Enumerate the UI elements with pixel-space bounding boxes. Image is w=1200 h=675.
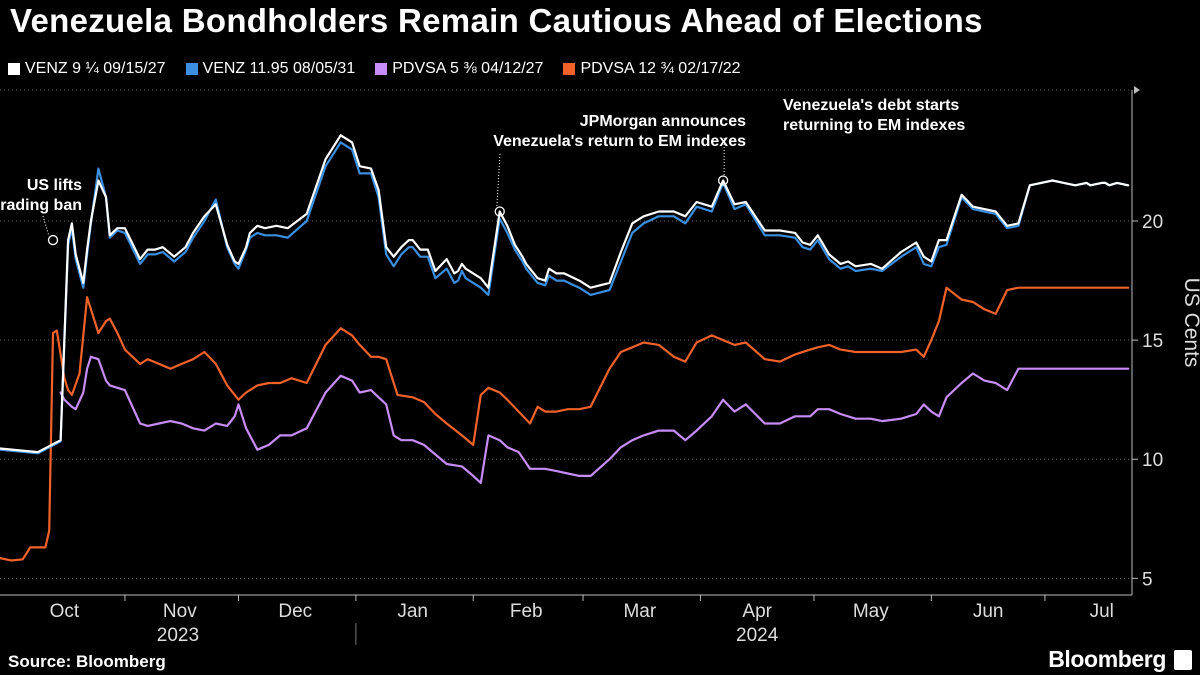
year-label: 2023 — [157, 625, 199, 646]
legend: VENZ 9 ¼ 09/15/27 VENZ 11.95 08/05/31 PD… — [8, 60, 741, 78]
x-tick-label: Nov — [163, 601, 197, 622]
x-tick-label: Mar — [623, 601, 656, 622]
x-tick-label: Feb — [510, 601, 543, 622]
y-tick-label: 15 — [1142, 331, 1163, 352]
series-line-1 — [0, 141, 1130, 455]
annotation-leader — [42, 215, 50, 237]
legend-swatch-pdvsa-2022 — [563, 63, 576, 75]
x-tick-label: Dec — [278, 601, 312, 622]
annotation-text: US lifts — [27, 177, 82, 194]
bloomberg-chart-icon — [1174, 650, 1192, 670]
x-tick-label: Jun — [973, 601, 1004, 622]
year-label: 2024 — [736, 625, 779, 646]
x-tick-label: Jan — [397, 601, 428, 622]
series-line-3 — [0, 286, 1130, 562]
y-tick-label: 5 — [1142, 569, 1153, 590]
x-tick-label: Apr — [742, 601, 772, 622]
legend-label-venz-2027: VENZ 9 ¼ 09/15/27 — [25, 60, 166, 77]
x-tick-label: Oct — [50, 601, 80, 622]
legend-label-venz-2031: VENZ 11.95 08/05/31 — [202, 60, 356, 77]
legend-swatch-pdvsa-2027 — [375, 63, 388, 75]
chart-title: Venezuela Bondholders Remain Cautious Ah… — [10, 2, 983, 39]
legend-item-pdvsa-2027: PDVSA 5 ⅜ 04/12/27 — [375, 60, 543, 78]
legend-label-pdvsa-2027: PDVSA 5 ⅜ 04/12/27 — [392, 60, 544, 77]
y-tick-label: 10 — [1142, 450, 1163, 471]
y-axis-label: US Cents — [1180, 278, 1200, 368]
y-axis-arrow — [1134, 86, 1140, 94]
annotation-leader — [496, 153, 501, 208]
annotation-text: Venezuela's debt starts — [783, 97, 959, 114]
series-line-2 — [59, 355, 1130, 485]
series-line-0 — [0, 134, 1130, 454]
y-tick-label: 20 — [1142, 212, 1163, 233]
bloomberg-logo: Bloomberg — [1048, 646, 1166, 672]
annotation-marker — [47, 234, 59, 246]
annotation-marker — [494, 206, 505, 217]
legend-item-pdvsa-2022: PDVSA 12 ¾ 02/17/22 — [563, 60, 741, 78]
annotation-text: Venezuela's return to EM indexes — [493, 133, 746, 150]
x-tick-label: Jul — [1090, 601, 1114, 622]
annotation-marker — [717, 175, 729, 186]
legend-swatch-venz-2027 — [8, 63, 20, 75]
annotation-text: trading ban — [0, 197, 82, 214]
legend-label-pdvsa-2022: PDVSA 12 ¾ 02/17/22 — [580, 60, 741, 77]
x-tick-label: May — [853, 601, 889, 622]
annotation-text: returning to EM indexes — [783, 117, 965, 134]
legend-swatch-venz-2031 — [185, 63, 198, 75]
legend-item-venz-2031: VENZ 11.95 08/05/31 — [185, 60, 356, 78]
legend-item-venz-2027: VENZ 9 ¼ 09/15/27 — [8, 60, 166, 78]
annotation-text: JPMorgan announces — [580, 113, 746, 130]
source-note: Source: Bloomberg — [8, 652, 166, 671]
